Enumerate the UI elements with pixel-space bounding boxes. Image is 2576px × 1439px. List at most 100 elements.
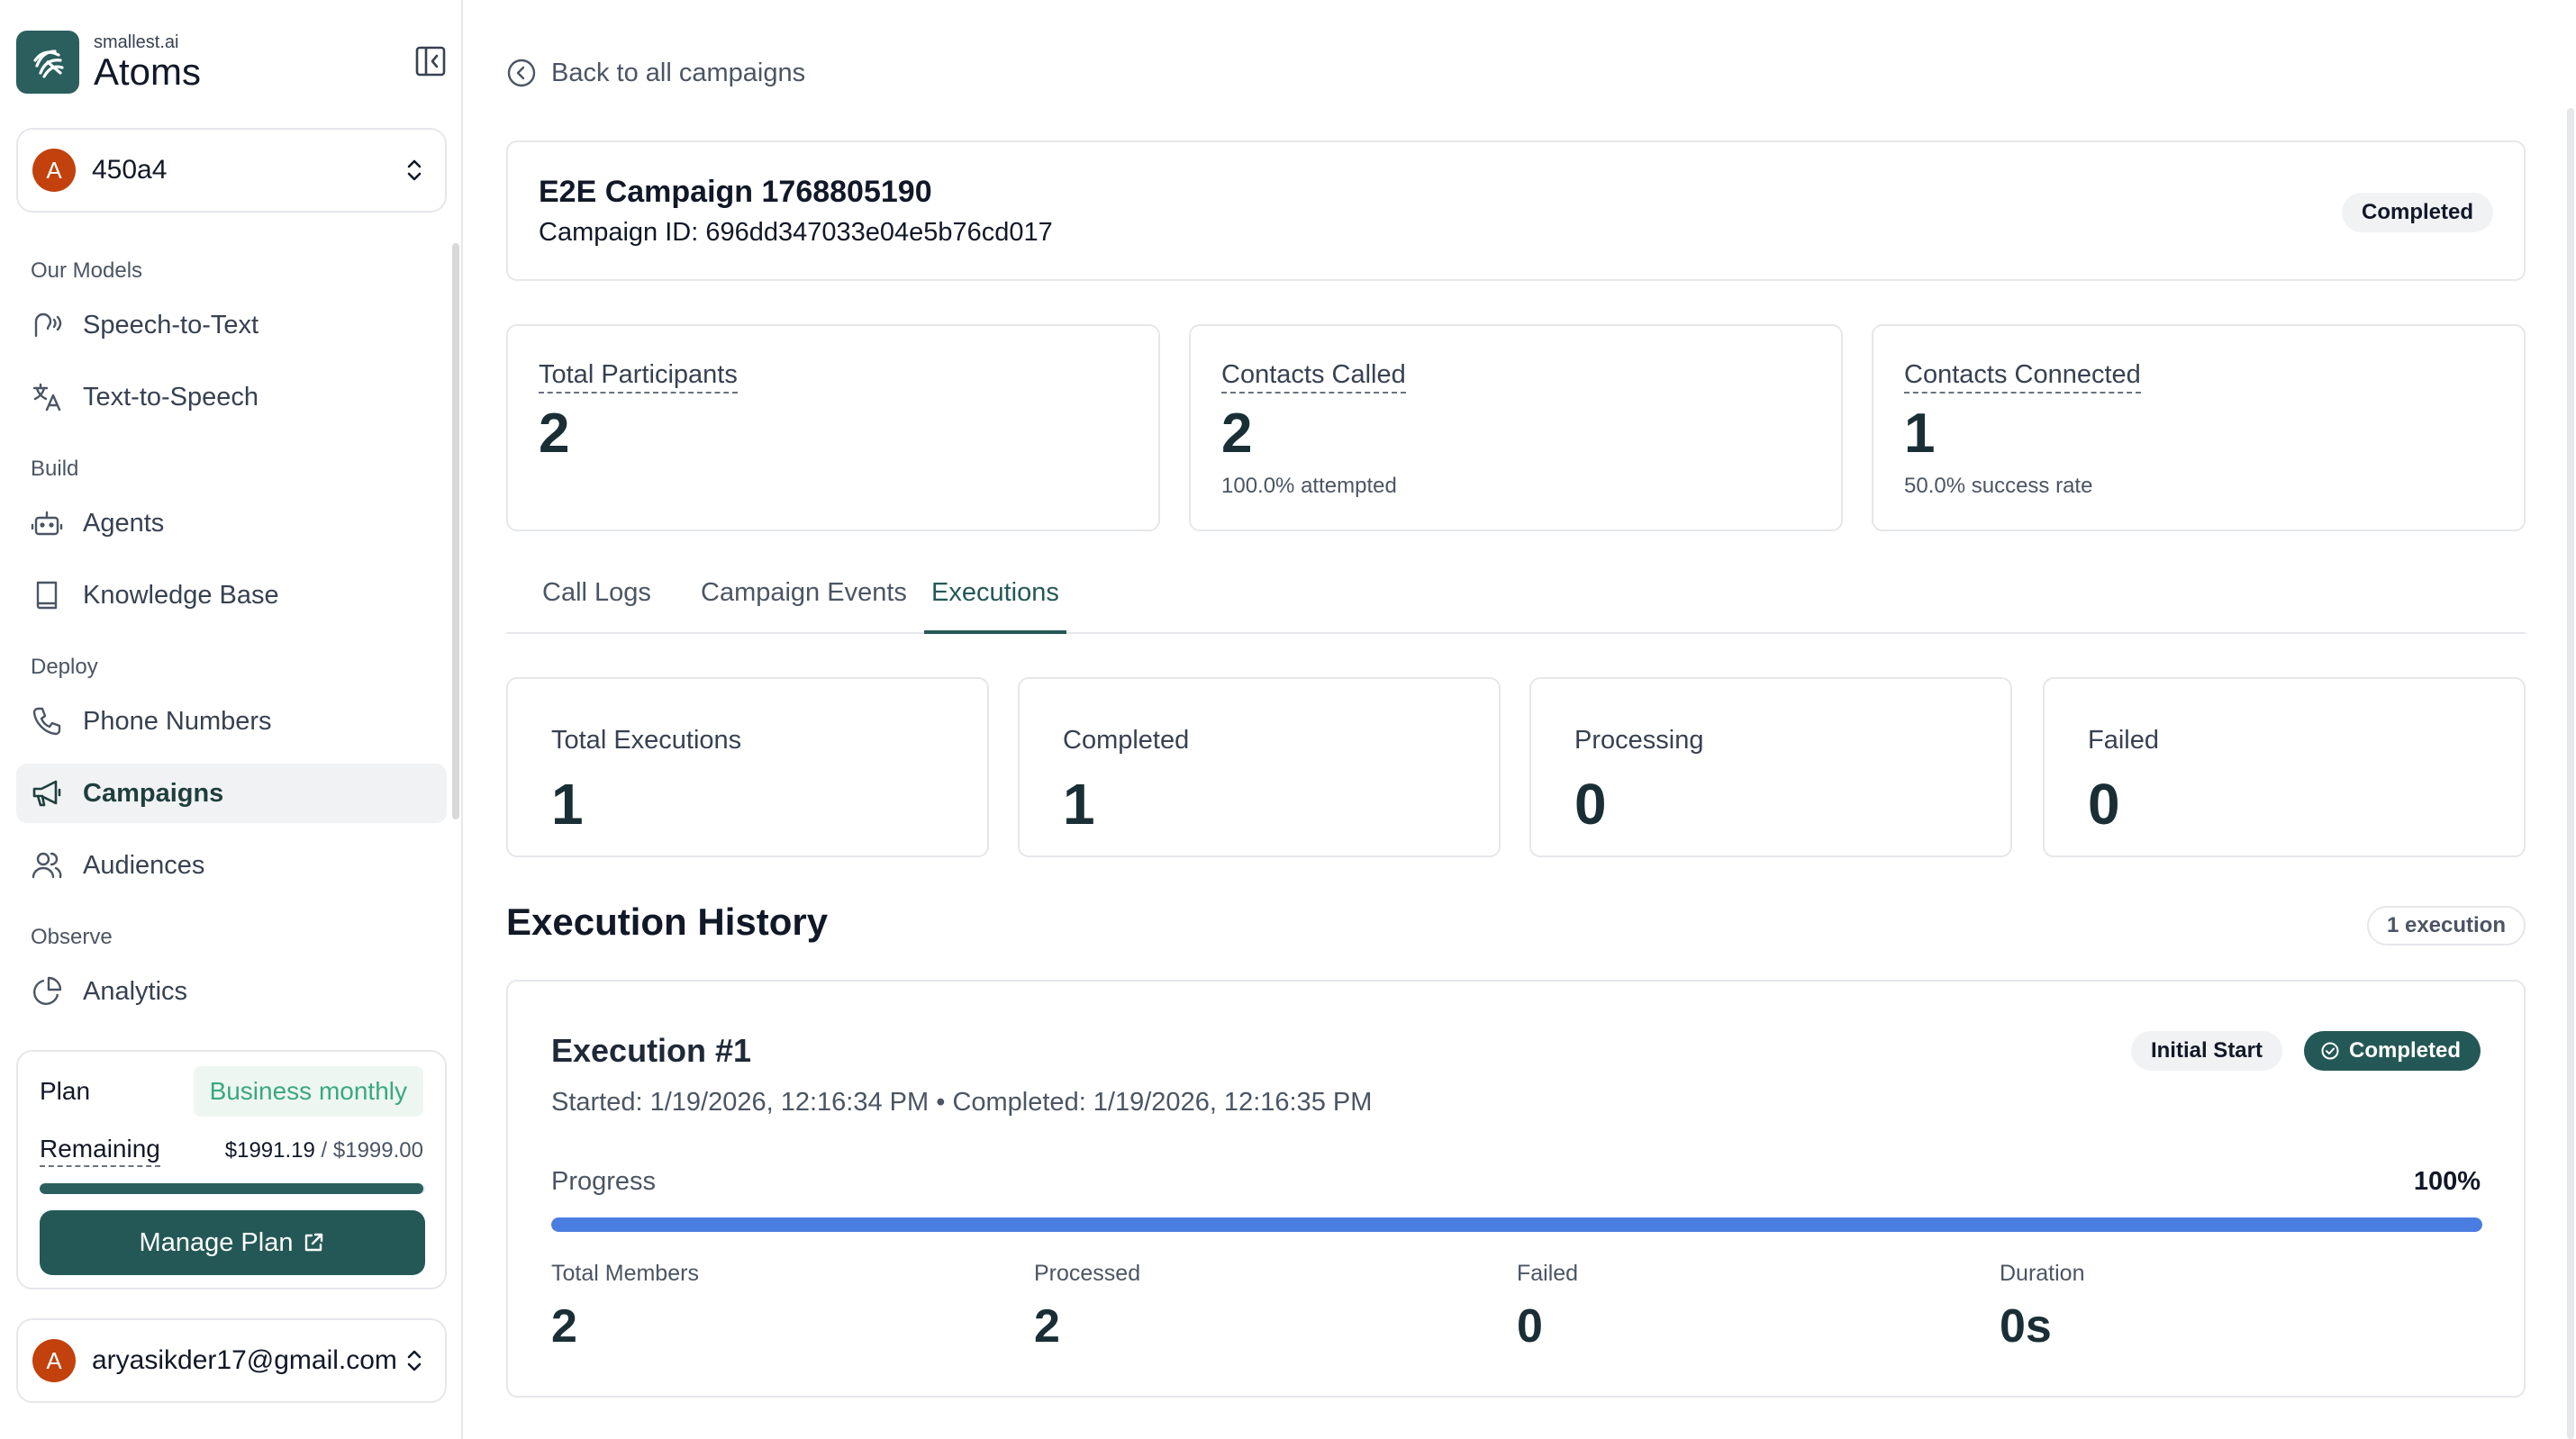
metric-value: 2 <box>1034 1300 1060 1353</box>
sidebar-item-text-to-speech[interactable]: Text-to-Speech <box>16 367 447 427</box>
brand: smallest.ai Atoms <box>16 31 447 97</box>
remaining-label[interactable]: Remaining <box>40 1135 160 1167</box>
sidebar-item-campaigns[interactable]: Campaigns <box>16 764 447 823</box>
megaphone-icon <box>29 775 65 811</box>
org-avatar: A <box>32 149 76 192</box>
metric-total-members: Total Members 2 <box>551 1261 699 1353</box>
sidebar-nav: Our Models Speech-to-Text Text-to-Speech… <box>16 241 447 1034</box>
tab-executions[interactable]: Executions <box>924 567 1066 634</box>
execution-timestamps: Started: 1/19/2026, 12:16:34 PM • Comple… <box>551 1088 1373 1117</box>
remaining-separator: / <box>314 1138 333 1163</box>
atoms-logo-icon <box>16 31 79 94</box>
sidebar-scrollbar[interactable] <box>452 243 459 819</box>
sidebar-item-label: Audiences <box>83 850 205 880</box>
execution-progress-bar <box>551 1217 2482 1232</box>
plan-total: $1999.00 <box>332 1138 423 1163</box>
manage-plan-label: Manage Plan <box>139 1227 294 1257</box>
tab-call-logs[interactable]: Call Logs <box>542 578 651 607</box>
stat-card-total-participants: Total Participants 2 <box>506 324 1160 531</box>
remaining-progress-fill <box>40 1183 424 1194</box>
stat-card-contacts-connected: Contacts Connected 1 50.0% success rate <box>1872 324 2526 531</box>
back-link-label: Back to all campaigns <box>551 58 806 87</box>
sidebar-item-label: Phone Numbers <box>83 706 272 736</box>
nav-section-build: Build <box>31 457 79 481</box>
collapse-sidebar-icon[interactable] <box>414 45 447 77</box>
sidebar-item-label: Text-to-Speech <box>83 382 259 412</box>
execution-title: Execution #1 <box>551 1032 752 1069</box>
user-avatar: A <box>32 1339 76 1382</box>
sidebar-item-analytics[interactable]: Analytics <box>16 962 447 1021</box>
stat-value: 1 <box>1904 403 1936 465</box>
nav-section-our-models: Our Models <box>31 258 143 283</box>
back-to-campaigns-link[interactable]: Back to all campaigns <box>506 58 805 88</box>
phone-icon <box>29 703 65 739</box>
campaign-status-badge: Completed <box>2341 193 2493 232</box>
chevron-updown-icon <box>407 159 422 181</box>
stat-label[interactable]: Contacts Connected <box>1904 360 2141 394</box>
users-icon <box>29 847 65 883</box>
progress-label: Progress <box>551 1167 657 1196</box>
brand-company: smallest.ai <box>94 32 179 52</box>
stat-value: 2 <box>1221 403 1253 465</box>
metric-failed: Failed 0 <box>1517 1261 1578 1353</box>
execution-trigger-badge: Initial Start <box>2130 1031 2282 1071</box>
nav-section-deploy: Deploy <box>31 655 98 679</box>
stat-value: 2 <box>539 403 570 465</box>
stat-label[interactable]: Contacts Called <box>1221 360 1406 394</box>
execution-status-badge: Completed <box>2303 1031 2481 1071</box>
stat-subtext: 50.0% success rate <box>1904 474 2093 498</box>
sidebar-item-audiences[interactable]: Audiences <box>16 836 447 895</box>
exec-stat-total: Total Executions 1 <box>506 677 989 857</box>
metric-value: 0s <box>2000 1300 2052 1353</box>
sidebar-item-knowledge-base[interactable]: Knowledge Base <box>16 566 447 625</box>
campaign-header-card: E2E Campaign 1768805190 Campaign ID: 696… <box>506 140 2526 281</box>
remaining-progress-bar <box>40 1183 425 1194</box>
progress-percent: 100% <box>2413 1167 2481 1196</box>
sidebar-item-label: Agents <box>83 508 165 538</box>
stat-label[interactable]: Total Participants <box>539 360 738 394</box>
metric-label: Total Members <box>551 1261 699 1286</box>
metric-label: Failed <box>1517 1261 1579 1286</box>
exec-stat-label: Completed <box>1063 726 1190 755</box>
brand-name: Atoms <box>94 50 202 93</box>
page-scrollbar[interactable] <box>2567 108 2574 1439</box>
plan-name-badge: Business monthly <box>193 1066 423 1117</box>
exec-stat-value: 0 <box>2088 772 2120 837</box>
remaining-amount: $1991.19 <box>224 1138 315 1163</box>
campaign-id: Campaign ID: 696dd347033e04e5b76cd017 <box>539 218 1053 247</box>
sidebar-item-label: Campaigns <box>83 778 224 808</box>
execution-progress-fill <box>551 1217 2482 1232</box>
exec-stat-label: Processing <box>1574 726 1704 755</box>
check-circle-icon <box>2320 1041 2340 1061</box>
pie-chart-icon <box>29 973 65 1009</box>
speech-icon <box>29 307 65 343</box>
stat-card-contacts-called: Contacts Called 2 100.0% attempted <box>1189 324 1843 531</box>
tab-campaign-events[interactable]: Campaign Events <box>701 578 907 607</box>
chevron-updown-icon <box>407 1350 422 1371</box>
sidebar-item-phone-numbers[interactable]: Phone Numbers <box>16 692 447 751</box>
sidebar-item-speech-to-text[interactable]: Speech-to-Text <box>16 295 447 355</box>
metric-processed: Processed 2 <box>1034 1261 1140 1353</box>
chevron-left-circle-icon <box>507 59 536 87</box>
sidebar-item-label: Knowledge Base <box>83 580 279 610</box>
exec-stat-completed: Completed 1 <box>1018 677 1501 857</box>
sidebar-item-agents[interactable]: Agents <box>16 493 447 553</box>
execution-status-label: Completed <box>2348 1038 2461 1063</box>
metric-label: Duration <box>2000 1261 2085 1286</box>
exec-stat-value: 1 <box>1063 772 1095 837</box>
execution-history-title: Execution History <box>506 901 829 943</box>
org-selector[interactable]: A 450a4 <box>16 128 447 213</box>
sidebar-item-label: Speech-to-Text <box>83 310 259 339</box>
plan-card: Plan Business monthly Remaining $1991.19… <box>16 1050 447 1290</box>
user-selector[interactable]: A aryasikder17@gmail.com <box>16 1318 447 1403</box>
exec-stat-processing: Processing 0 <box>1529 677 2012 857</box>
stat-subtext: 100.0% attempted <box>1221 474 1397 498</box>
campaign-title: E2E Campaign 1768805190 <box>539 175 932 209</box>
exec-stat-label: Failed <box>2088 726 2159 755</box>
exec-stat-value: 1 <box>551 772 584 837</box>
execution-card: Execution #1 Started: 1/19/2026, 12:16:3… <box>506 980 2526 1398</box>
manage-plan-button[interactable]: Manage Plan <box>40 1210 425 1275</box>
exec-stat-failed: Failed 0 <box>2043 677 2526 857</box>
sidebar: smallest.ai Atoms A 450a4 Our Models Spe… <box>0 0 463 1439</box>
execution-count-badge: 1 execution <box>2366 906 2526 946</box>
